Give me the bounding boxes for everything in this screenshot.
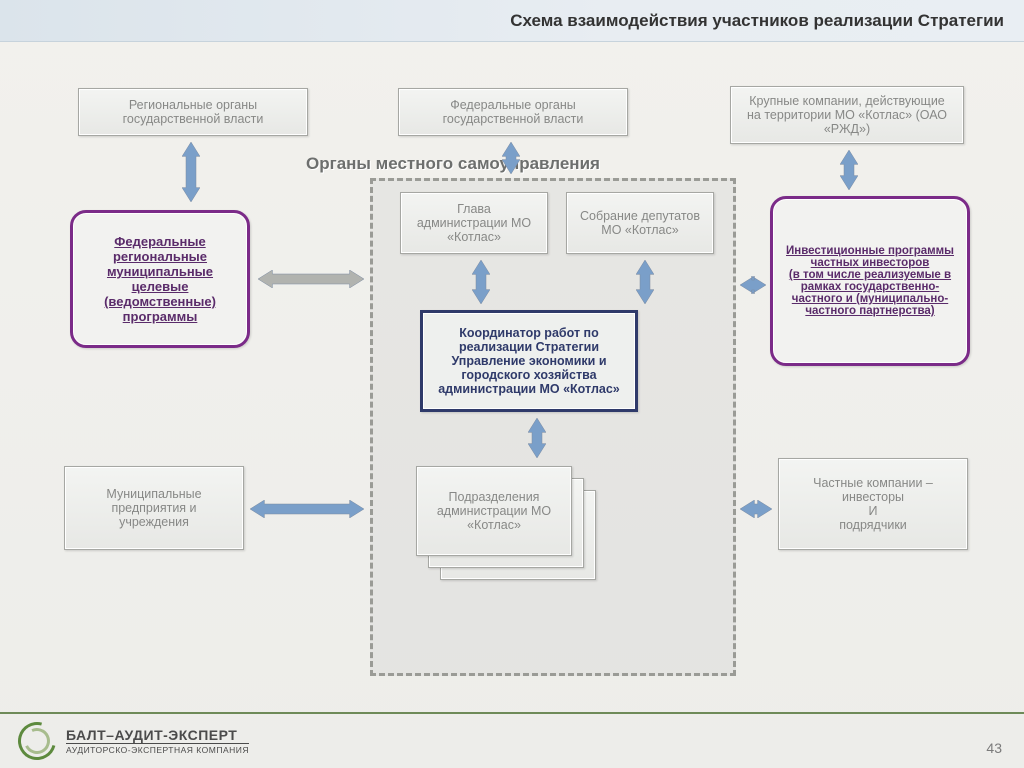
- title-bar: Схема взаимодействия участников реализац…: [0, 0, 1024, 42]
- page-title: Схема взаимодействия участников реализац…: [510, 11, 1004, 31]
- node-investment-programs: Инвестиционные программы частных инвесто…: [770, 196, 970, 366]
- a-coord-sub: [528, 418, 546, 458]
- node-regional-authorities: Региональные органы государственной влас…: [78, 88, 308, 136]
- a-priv-group: [740, 500, 772, 518]
- footer: БАЛТ–АУДИТ-ЭКСПЕРТ АУДИТОРСКО-ЭКСПЕРТНАЯ…: [0, 712, 1024, 768]
- a-munic-group: [250, 500, 364, 518]
- node-municipal-enterprises: Муниципальные предприятия и учреждения: [64, 466, 244, 550]
- node-target-programs: Федеральные региональные муниципальные ц…: [70, 210, 250, 348]
- node-deputies: Собрание депутатов МО «Котлас»: [566, 192, 714, 254]
- node-coordinator: Координатор работ по реализации Стратеги…: [420, 310, 638, 412]
- a-fed-group: [502, 142, 520, 174]
- a-dep-coord: [636, 260, 654, 304]
- a-prog-group: [258, 270, 364, 288]
- logo-icon: [18, 722, 56, 760]
- page-number: 43: [986, 740, 1002, 756]
- diagram-canvas: Органы местного самоуправления Региональ…: [0, 42, 1024, 768]
- company-name: БАЛТ–АУДИТ-ЭКСПЕРТ: [66, 727, 249, 743]
- footer-branding: БАЛТ–АУДИТ-ЭКСПЕРТ АУДИТОРСКО-ЭКСПЕРТНАЯ…: [66, 727, 249, 755]
- node-subdivisions: Подразделения администрации МО «Котлас»: [416, 466, 572, 556]
- company-subtitle: АУДИТОРСКО-ЭКСПЕРТНАЯ КОМПАНИЯ: [66, 743, 249, 755]
- node-private-companies: Частные компании – инвесторыИподрядчики: [778, 458, 968, 550]
- a-head-coord: [472, 260, 490, 304]
- node-subdivisions-stack: Подразделения администрации МО «Котлас»: [416, 466, 596, 580]
- section-label: Органы местного самоуправления: [306, 154, 600, 174]
- node-large-companies: Крупные компании, действующие на террито…: [730, 86, 964, 144]
- a-inv-group: [740, 276, 766, 294]
- node-administration-head: Глава администрации МО «Котлас»: [400, 192, 548, 254]
- a-comp-inv: [840, 150, 858, 190]
- node-federal-authorities: Федеральные органы государственной власт…: [398, 88, 628, 136]
- a-reg-programs: [182, 142, 200, 202]
